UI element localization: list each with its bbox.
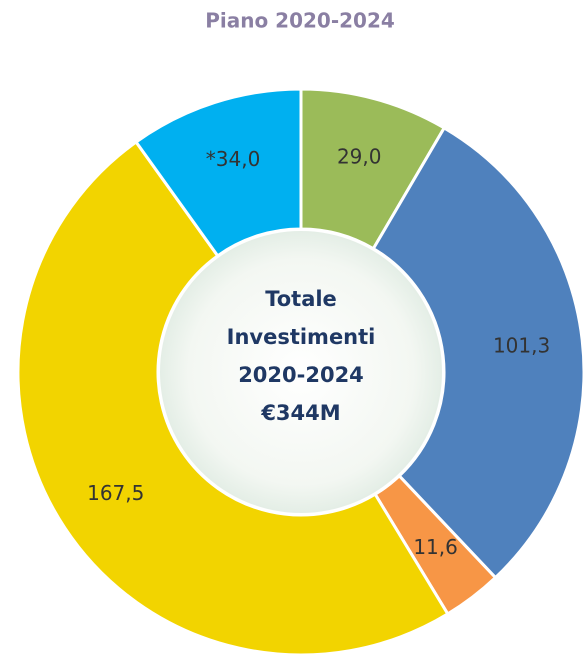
data-label: *34,0 [206,147,261,171]
center-text: Investimenti [227,325,376,349]
center-text: Totale [265,287,337,311]
data-label: 101,3 [493,333,550,357]
center-text: €344M [260,401,340,425]
donut-slice [16,139,450,657]
data-label: 11,6 [413,535,458,559]
center-text: 2020-2024 [238,363,364,387]
chart-title: Piano 2020-2024 [205,9,395,33]
data-label: 167,5 [87,481,144,505]
donut-slice [133,87,303,258]
data-label: 29,0 [337,144,382,168]
donut-center [160,231,442,513]
donut-slice [371,125,585,580]
